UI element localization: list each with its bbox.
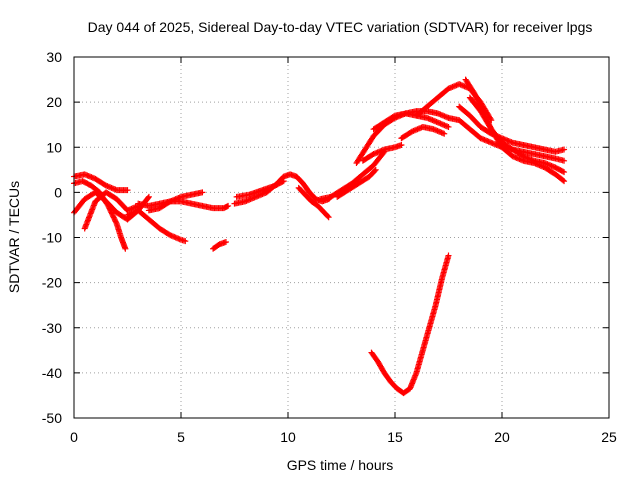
y-tick-label: 30 <box>46 49 62 65</box>
data-point <box>145 193 152 200</box>
data-point <box>145 195 152 202</box>
series-track-w <box>466 94 568 176</box>
data-point <box>559 177 566 184</box>
x-tick-label: 0 <box>70 429 78 445</box>
x-tick-label: 25 <box>601 429 617 445</box>
y-tick-label: 20 <box>46 94 62 110</box>
series-track-m <box>334 166 379 200</box>
data-point <box>280 178 287 185</box>
y-tick-label: 0 <box>54 184 62 200</box>
data-point <box>222 239 229 246</box>
series-track-u <box>445 114 568 164</box>
x-tick-label: 20 <box>494 429 510 445</box>
series-track-e <box>124 207 189 245</box>
data-point <box>445 252 452 259</box>
x-tick-label: 5 <box>177 429 185 445</box>
y-tick-label: -40 <box>42 365 62 381</box>
data-point <box>182 238 189 245</box>
data-point <box>372 166 379 173</box>
data-point <box>124 187 131 194</box>
series-track-f <box>135 198 232 212</box>
data-point <box>199 189 206 196</box>
data-point <box>122 245 129 252</box>
series-track-k <box>295 184 332 221</box>
data-point <box>561 178 568 185</box>
chart-title: Day 044 of 2025, Sidereal Day-to-day VTE… <box>88 19 593 35</box>
data-point <box>113 219 120 226</box>
series-track-q <box>398 123 448 142</box>
series-track-h <box>210 239 229 252</box>
data-point <box>325 214 332 221</box>
series-track-d <box>81 189 142 232</box>
x-tick-label: 10 <box>280 429 296 445</box>
data-point <box>441 130 448 137</box>
data-point <box>225 202 232 209</box>
data-point <box>561 157 568 164</box>
x-tick-label: 15 <box>387 429 403 445</box>
data-point <box>279 178 286 185</box>
data-point <box>371 167 378 174</box>
data-point <box>398 141 405 148</box>
data-point <box>561 169 568 176</box>
data-point <box>324 213 331 220</box>
y-tick-label: -10 <box>42 230 62 246</box>
x-axis-label: GPS time / hours <box>287 457 394 473</box>
y-axis-label: SDTVAR / TECUs <box>6 181 22 293</box>
series-track-g <box>145 189 206 214</box>
series-track-j <box>233 178 287 200</box>
y-tick-label: 10 <box>46 139 62 155</box>
data-point <box>561 146 568 153</box>
y-tick-label: -50 <box>42 410 62 426</box>
data-point <box>445 123 452 130</box>
series-track-r <box>368 252 452 397</box>
series-track-l <box>317 148 388 203</box>
y-tick-label: -20 <box>42 275 62 291</box>
data-point <box>559 168 566 175</box>
axis-ticks: 0 5 10 15 20 25 -50 -40 -30 -20 -10 0 10 20 30 <box>42 49 617 445</box>
y-tick-label: -30 <box>42 320 62 336</box>
series-track-p <box>359 141 405 164</box>
